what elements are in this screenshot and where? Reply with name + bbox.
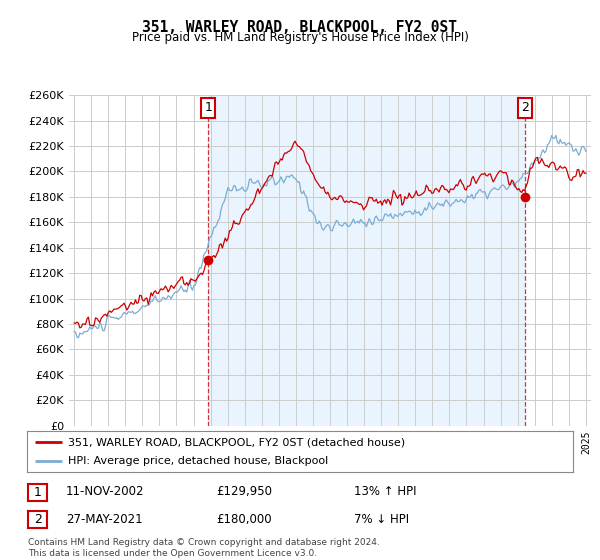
Text: £180,000: £180,000: [216, 512, 272, 526]
Text: 1: 1: [205, 101, 212, 114]
Text: 2: 2: [521, 101, 529, 114]
Text: Price paid vs. HM Land Registry's House Price Index (HPI): Price paid vs. HM Land Registry's House …: [131, 31, 469, 44]
Text: £129,950: £129,950: [216, 485, 272, 498]
Text: 13% ↑ HPI: 13% ↑ HPI: [354, 485, 416, 498]
Text: HPI: Average price, detached house, Blackpool: HPI: Average price, detached house, Blac…: [68, 456, 328, 466]
Text: 7% ↓ HPI: 7% ↓ HPI: [354, 512, 409, 526]
Text: Contains HM Land Registry data © Crown copyright and database right 2024.
This d: Contains HM Land Registry data © Crown c…: [28, 538, 380, 558]
Text: 351, WARLEY ROAD, BLACKPOOL, FY2 0ST (detached house): 351, WARLEY ROAD, BLACKPOOL, FY2 0ST (de…: [68, 437, 405, 447]
Bar: [208, 95, 524, 426]
Text: 351, WARLEY ROAD, BLACKPOOL, FY2 0ST: 351, WARLEY ROAD, BLACKPOOL, FY2 0ST: [143, 20, 458, 35]
Text: 11-NOV-2002: 11-NOV-2002: [66, 485, 145, 498]
Text: 2: 2: [34, 513, 42, 526]
Text: 1: 1: [34, 486, 42, 499]
Text: 27-MAY-2021: 27-MAY-2021: [66, 512, 143, 526]
